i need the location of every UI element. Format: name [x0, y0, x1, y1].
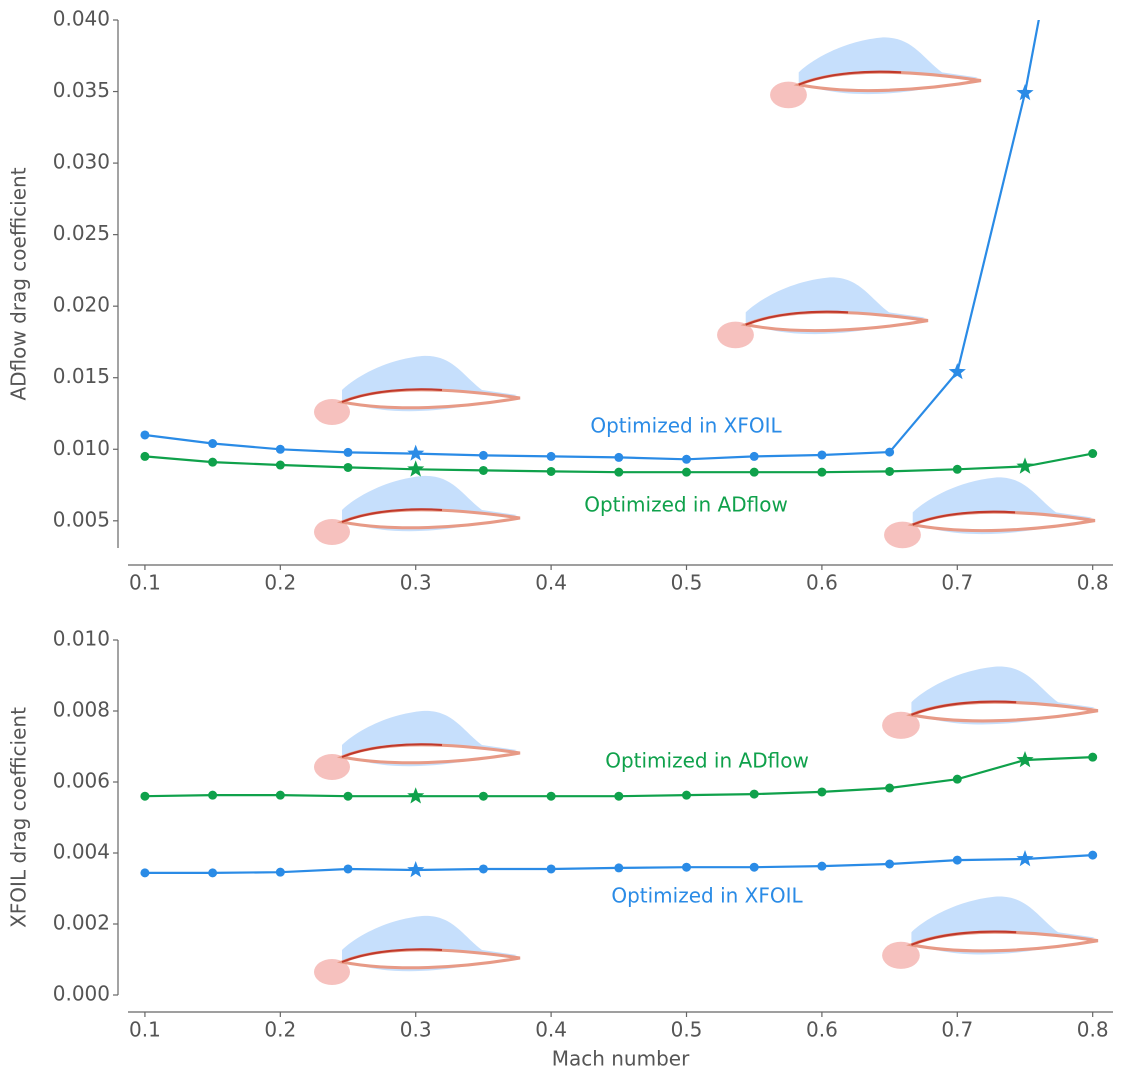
series-annotation: Optimized in ADflow [605, 749, 809, 773]
x-tick-label: 0.3 [400, 571, 432, 595]
point-marker [953, 856, 962, 865]
y-tick-label: 0.030 [53, 150, 110, 174]
star-marker [407, 460, 424, 476]
point-marker [817, 450, 826, 459]
point-marker [208, 458, 217, 467]
point-marker [614, 468, 623, 477]
point-marker [953, 775, 962, 784]
plot-area [140, 0, 1097, 477]
series-annotation: Optimized in XFOIL [590, 414, 782, 438]
x-tick-label: 0.1 [129, 571, 161, 595]
x-tick-label: 0.5 [671, 1018, 703, 1042]
y-tick-label: 0.002 [53, 911, 110, 935]
point-marker [344, 463, 353, 472]
point-marker [140, 868, 149, 877]
point-marker [614, 453, 623, 462]
x-axis-label: Mach number [552, 1047, 690, 1071]
point-marker [682, 455, 691, 464]
point-marker [885, 448, 894, 457]
x-tick-label: 0.2 [264, 1018, 296, 1042]
point-marker [547, 452, 556, 461]
y-axis-label: ADflow drag coefficient [7, 167, 31, 400]
star-marker [1016, 457, 1033, 473]
point-marker [682, 791, 691, 800]
y-tick-label: 0.015 [53, 364, 110, 388]
point-marker [682, 468, 691, 477]
y-tick-label: 0.040 [53, 7, 110, 31]
series-annotation: Optimized in ADflow [584, 493, 788, 517]
point-marker [885, 860, 894, 869]
y-tick-label: 0.004 [53, 840, 110, 864]
figure: 0.005 0.010 0.015 0.020 0.025 0.030 0.035 0.040… [0, 0, 1121, 1077]
y-tick-label: 0.035 [53, 78, 110, 102]
point-marker [750, 863, 759, 872]
star-marker [949, 363, 966, 379]
star-marker [1016, 751, 1033, 767]
x-tick-label: 0.7 [941, 1018, 973, 1042]
point-marker [276, 868, 285, 877]
x-tick-label: 0.1 [129, 1018, 161, 1042]
point-marker [208, 439, 217, 448]
point-marker [1088, 753, 1097, 762]
series-line [145, 0, 1093, 459]
point-marker [140, 452, 149, 461]
y-tick-label: 0.005 [53, 507, 110, 531]
point-marker [479, 451, 488, 460]
y-tick-label: 0.006 [53, 769, 110, 793]
point-marker [140, 430, 149, 439]
y-axis-label: XFOIL drag coefficient [7, 707, 31, 928]
x-tick-label: 0.5 [671, 571, 703, 595]
star-marker [407, 445, 424, 461]
y-tick-label: 0.008 [53, 698, 110, 722]
point-marker [614, 792, 623, 801]
point-marker [750, 468, 759, 477]
point-marker [140, 792, 149, 801]
point-marker [750, 790, 759, 799]
point-marker [547, 792, 556, 801]
point-marker [276, 791, 285, 800]
y-tick-label: 0.020 [53, 293, 110, 317]
y-tick-label: 0.025 [53, 221, 110, 245]
point-marker [276, 461, 285, 470]
point-marker [344, 792, 353, 801]
point-marker [1088, 449, 1097, 458]
point-marker [479, 466, 488, 475]
point-marker [479, 864, 488, 873]
star-marker [407, 787, 424, 803]
x-tick-label: 0.3 [400, 1018, 432, 1042]
point-marker [208, 791, 217, 800]
point-marker [953, 465, 962, 474]
point-marker [885, 784, 894, 793]
point-marker [885, 467, 894, 476]
point-marker [479, 792, 488, 801]
point-marker [1088, 851, 1097, 860]
point-marker [344, 448, 353, 457]
x-tick-label: 0.7 [941, 571, 973, 595]
y-tick-label: 0.010 [53, 436, 110, 460]
point-marker [682, 863, 691, 872]
y-tick-label: 0.000 [53, 982, 110, 1006]
x-tick-label: 0.4 [535, 571, 567, 595]
star-marker [1016, 84, 1033, 100]
point-marker [750, 452, 759, 461]
x-tick-label: 0.6 [806, 571, 838, 595]
series-annotation: Optimized in XFOIL [611, 884, 803, 908]
point-marker [817, 862, 826, 871]
x-tick-label: 0.4 [535, 1018, 567, 1042]
star-marker [407, 861, 424, 877]
point-marker [817, 468, 826, 477]
point-marker [547, 467, 556, 476]
x-tick-label: 0.2 [264, 571, 296, 595]
star-marker [1016, 850, 1033, 866]
x-tick-label: 0.8 [1077, 571, 1109, 595]
point-marker [208, 868, 217, 877]
point-marker [276, 445, 285, 454]
x-tick-label: 0.6 [806, 1018, 838, 1042]
x-tick-label: 0.8 [1077, 1018, 1109, 1042]
point-marker [614, 863, 623, 872]
point-marker [547, 864, 556, 873]
point-marker [344, 864, 353, 873]
point-marker [817, 787, 826, 796]
y-tick-label: 0.010 [53, 627, 110, 651]
